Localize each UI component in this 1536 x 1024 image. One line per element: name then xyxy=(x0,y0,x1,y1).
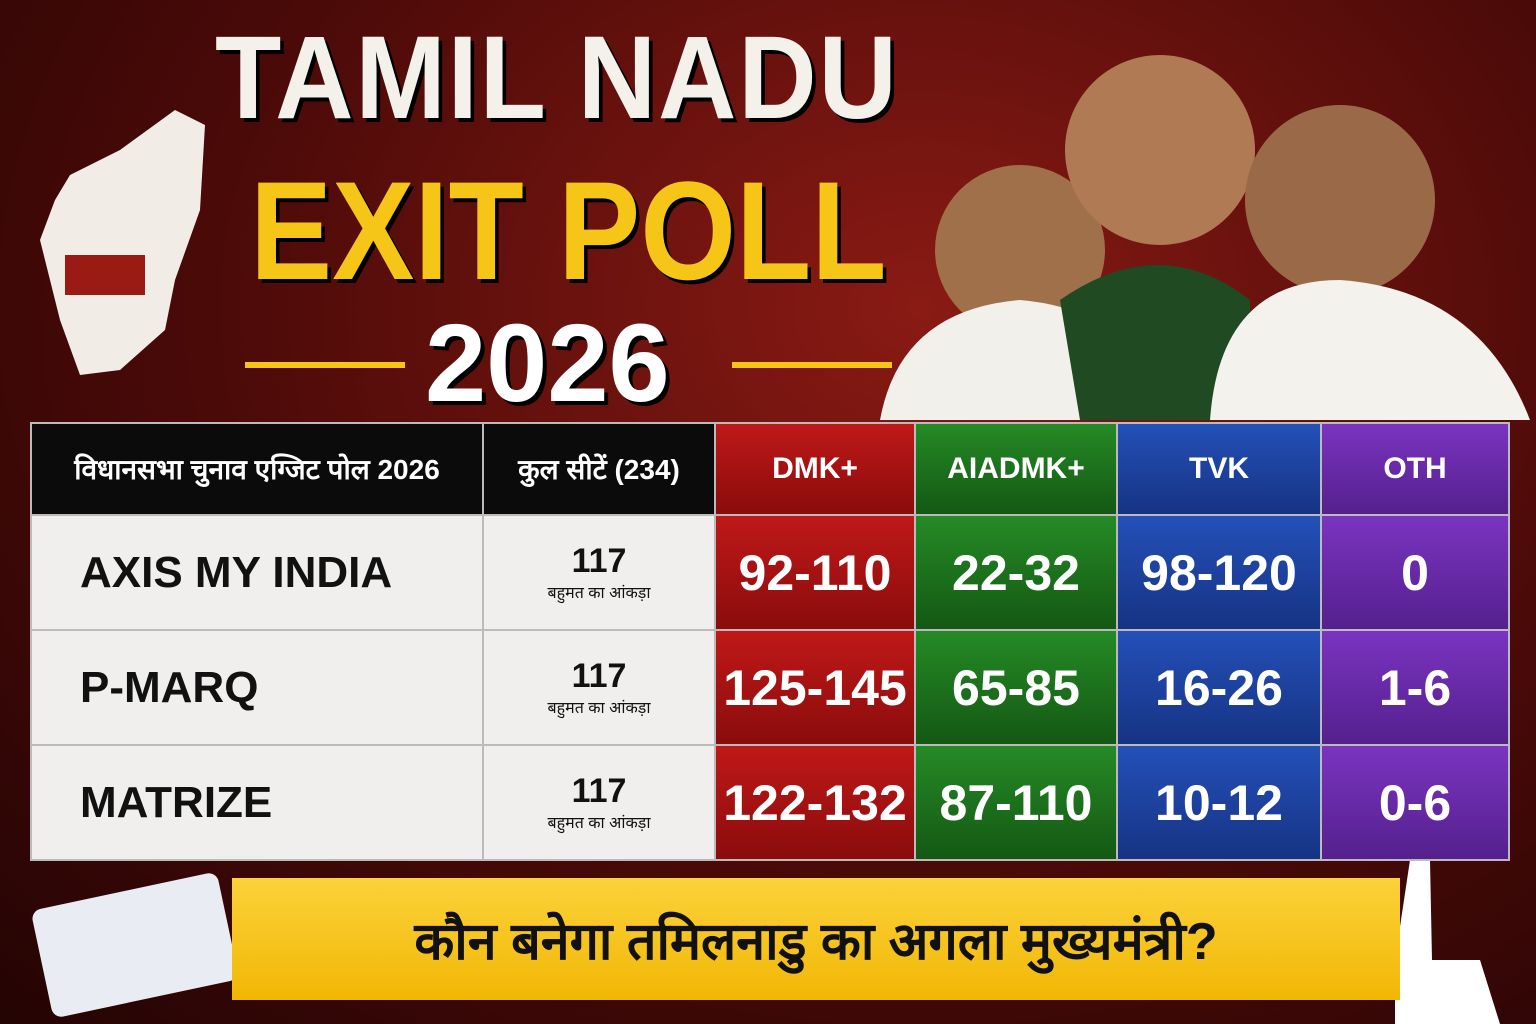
data-row: P-MARQ 117 बहुमत का आंकड़ा 125-145 65-85 16-2… xyxy=(30,629,1510,746)
agency: AXIS MY INDIA xyxy=(30,514,484,631)
seat-range: 87-110 xyxy=(914,744,1118,861)
majority-cell: 117 बहुमत का आंकड़ा xyxy=(482,629,716,746)
majority-label: बहुमत का आंकड़ा xyxy=(547,700,651,717)
portrait xyxy=(935,165,1105,335)
inked-finger xyxy=(1395,860,1500,1024)
results-table: विधानसभा चुनाव एग्जिट पोल 2026 कुल सीटें… xyxy=(30,422,1510,861)
majority-label: बहुमत का आंकड़ा xyxy=(547,585,651,602)
seat-range: 16-26 xyxy=(1116,629,1322,746)
majority-number: 117 xyxy=(571,772,627,810)
majority-number: 117 xyxy=(571,542,627,580)
data-row: AXIS MY INDIA 117 बहुमत का आंकड़ा 92-110 22-… xyxy=(30,514,1510,631)
portrait xyxy=(1065,55,1255,245)
divider xyxy=(245,362,405,368)
majority-label: बहुमत का आंकड़ा xyxy=(547,815,651,832)
title: TAMIL NADU xyxy=(215,12,899,144)
portrait xyxy=(1060,265,1250,420)
question-banner: कौन बनेगा तमिलनाडु का अगला मुख्यमंत्री? xyxy=(232,878,1400,1000)
column-header: विधानसभा चुनाव एग्जिट पोल 2026 xyxy=(30,422,484,516)
portrait xyxy=(1245,105,1435,295)
seat-range: 125-145 xyxy=(714,629,916,746)
state-map xyxy=(40,110,205,375)
majority-number: 117 xyxy=(571,657,627,695)
title: EXIT POLL xyxy=(250,152,887,309)
column-header: DMK+ xyxy=(714,422,916,516)
seat-range: 22-32 xyxy=(914,514,1118,631)
column-header: कुल सीटें (234) xyxy=(482,422,716,516)
seat-range: 0 xyxy=(1320,514,1510,631)
seat-range: 0-6 xyxy=(1320,744,1510,861)
evm-machine xyxy=(32,873,238,1017)
seat-range: 98-120 xyxy=(1116,514,1322,631)
majority-cell: 117 बहुमत का आंकड़ा xyxy=(482,744,716,861)
seat-range: 1-6 xyxy=(1320,629,1510,746)
seat-range: 65-85 xyxy=(914,629,1118,746)
portrait xyxy=(1210,280,1530,420)
column-header: AIADMK+ xyxy=(914,422,1118,516)
seat-range: 10-12 xyxy=(1116,744,1322,861)
data-row: MATRIZE 117 बहुमत का आंकड़ा 122-132 87-110 10… xyxy=(30,744,1510,861)
header-row: विधानसभा चुनाव एग्जिट पोल 2026 कुल सीटें… xyxy=(30,422,1510,516)
seat-range: 92-110 xyxy=(714,514,916,631)
agency: P-MARQ xyxy=(30,629,484,746)
agency: MATRIZE xyxy=(30,744,484,861)
column-header: TVK xyxy=(1116,422,1322,516)
majority-cell: 117 बहुमत का आंकड़ा xyxy=(482,514,716,631)
year: 2026 xyxy=(425,302,670,425)
divider xyxy=(732,362,892,368)
column-header: OTH xyxy=(1320,422,1510,516)
ballot-box xyxy=(65,255,145,295)
seat-range: 122-132 xyxy=(714,744,916,861)
